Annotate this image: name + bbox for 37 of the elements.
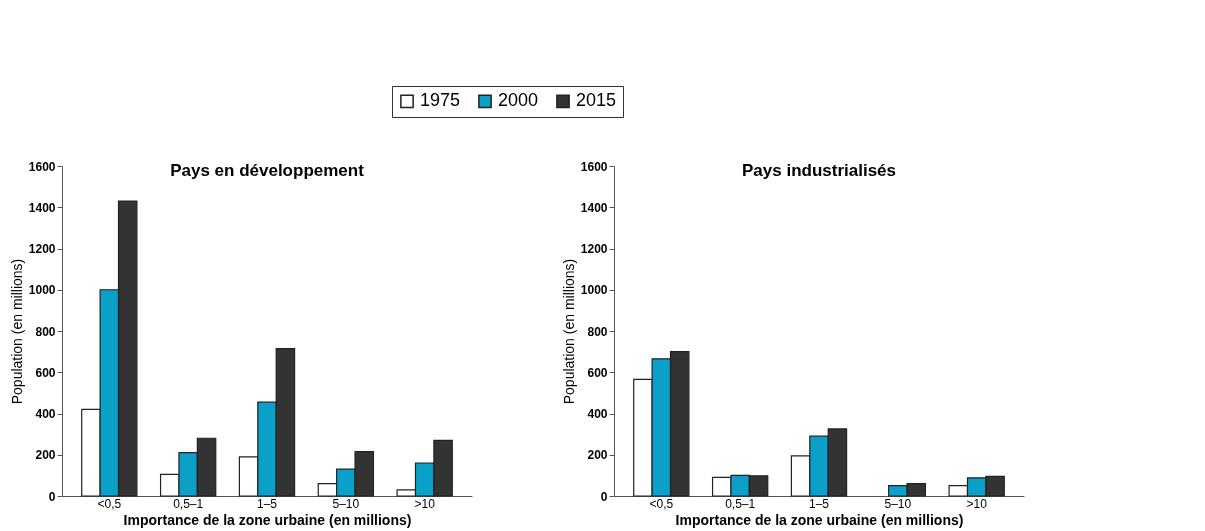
y-tick-label: 200 <box>35 448 56 463</box>
chart-title: Pays en développement <box>170 161 365 180</box>
y-tick-label: 1400 <box>28 200 56 215</box>
x-tick-label: 0,5–1 <box>725 496 756 511</box>
y-tick-label: 1000 <box>580 283 608 298</box>
x-tick-label: 5–10 <box>884 496 912 511</box>
x-tick-label: >10 <box>966 496 988 511</box>
y-tick-label: 800 <box>35 324 56 339</box>
chart-title: Pays industrialisés <box>741 161 897 180</box>
y-tick-label: 400 <box>587 407 608 421</box>
y-tick-label: 0 <box>48 489 56 504</box>
y-tick-label: 200 <box>587 448 608 463</box>
y-axis-title: Population (en millions) <box>560 258 577 405</box>
y-tick-label: 1000 <box>28 283 56 298</box>
x-tick-label: 1–5 <box>808 496 830 511</box>
x-tick-label: 5–10 <box>332 496 360 511</box>
y-tick-label: 400 <box>35 407 56 421</box>
x-tick-label: <0,5 <box>97 496 122 511</box>
legend-label: 2015 <box>576 90 617 111</box>
legend-label: 1975 <box>420 90 461 111</box>
y-tick-label: 1200 <box>28 242 56 256</box>
x-axis-title: Importance de la zone urbaine (en millions) <box>123 511 412 528</box>
x-axis-title: Importance de la zone urbaine (en millions) <box>675 511 964 528</box>
y-tick-label: 800 <box>587 324 608 339</box>
x-tick-label: 0,5–1 <box>173 496 204 511</box>
x-tick-label: >10 <box>414 496 436 511</box>
y-tick-label: 1600 <box>580 159 608 174</box>
x-tick-label: <0,5 <box>649 496 674 511</box>
y-tick-label: 1600 <box>28 159 56 174</box>
y-tick-label: 1200 <box>580 242 608 256</box>
y-axis-title: Population (en millions) <box>8 258 25 405</box>
legend-label: 2000 <box>498 90 539 111</box>
y-tick-label: 1400 <box>580 200 608 215</box>
y-tick-label: 0 <box>600 489 608 504</box>
x-tick-label: 1–5 <box>256 496 278 511</box>
y-tick-label: 600 <box>35 365 56 380</box>
y-tick-label: 600 <box>587 365 608 380</box>
